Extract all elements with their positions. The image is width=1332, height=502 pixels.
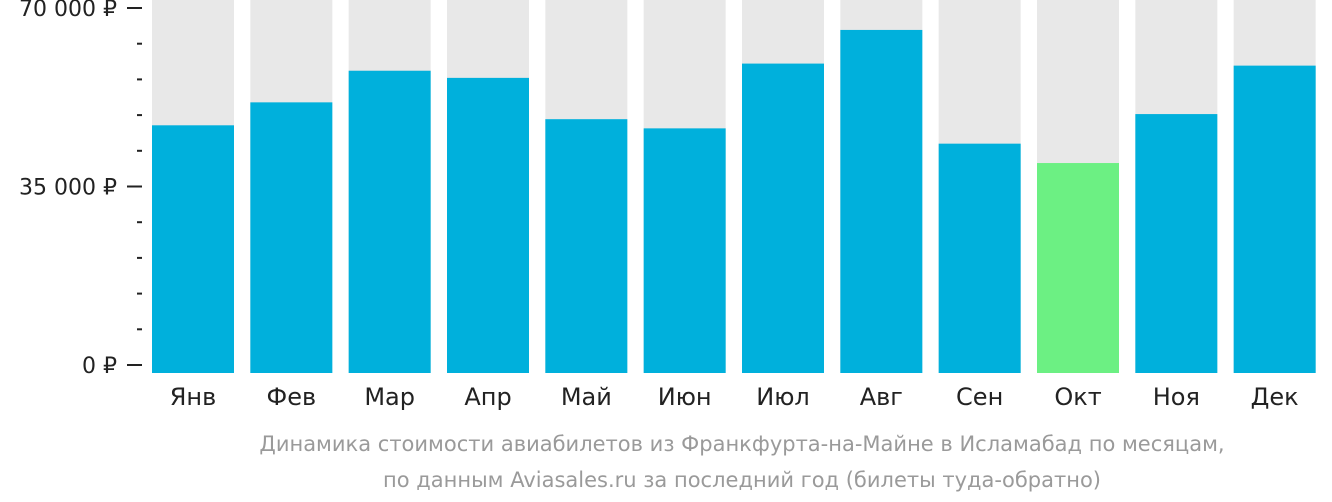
x-tick-label: Янв [170,383,217,411]
bar-7[interactable] [742,63,824,374]
x-tick-label: Апр [464,383,511,411]
chart-caption-line2: по данным Aviasales.ru за последний год … [383,468,1101,492]
bar-11[interactable] [1135,114,1218,373]
bar-4[interactable] [447,77,529,374]
y-tick-label: 0 ₽ [82,354,117,379]
x-tick-label: Май [561,383,612,411]
chart-caption-line1: Динамика стоимости авиабилетов из Франкф… [259,432,1225,456]
x-tick-label: Сен [956,383,1003,411]
x-tick-label: Ноя [1153,383,1200,411]
bar-5[interactable] [545,119,628,374]
bar-8[interactable] [840,29,923,374]
x-tick-label: Июл [756,383,810,411]
x-tick-label: Авг [860,383,903,411]
bar-1[interactable] [152,125,234,373]
x-tick-label: Дек [1251,383,1299,411]
x-tick-label: Фев [267,383,317,411]
bars [152,29,1316,374]
bar-12[interactable] [1233,65,1316,373]
y-tick-label: 35 000 ₽ [19,176,117,201]
x-tick-label: Июн [658,383,712,411]
bar-2[interactable] [250,102,333,373]
bar-10[interactable] [1037,163,1119,373]
x-tick-label: Окт [1054,383,1101,411]
y-axis: 0 ₽ 35 000 ₽ 70 000 ₽ [19,0,142,379]
x-axis-labels: Янв Фев Мар Апр Май Июн Июл Авг Сен Окт Ноя Дек [170,383,1299,411]
bar-9[interactable] [938,143,1021,373]
bar-3[interactable] [348,70,431,373]
bar-6[interactable] [643,128,726,373]
y-tick-label: 70 000 ₽ [19,0,117,22]
x-tick-label: Мар [364,383,415,411]
